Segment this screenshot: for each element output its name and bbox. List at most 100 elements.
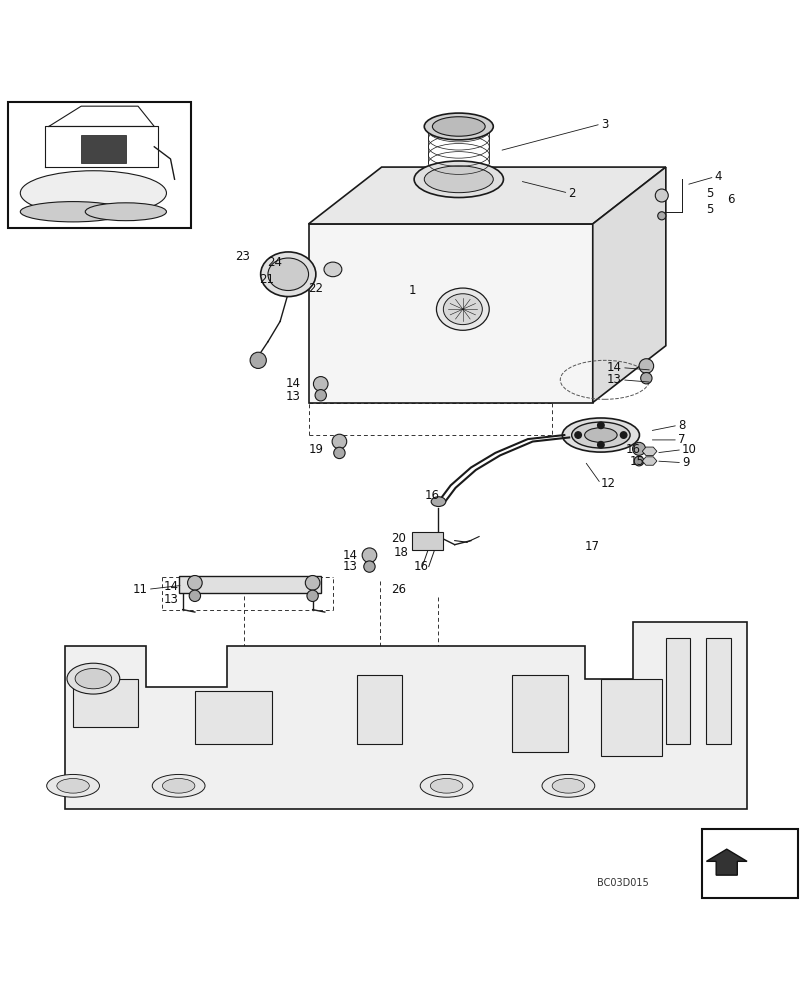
Text: 22: 22 <box>308 282 323 295</box>
Text: 26: 26 <box>391 583 406 596</box>
Circle shape <box>574 432 581 438</box>
Ellipse shape <box>443 294 482 325</box>
Bar <box>81 135 126 163</box>
Bar <box>511 675 568 752</box>
Text: 13: 13 <box>164 593 178 606</box>
Ellipse shape <box>268 258 308 291</box>
Text: 1: 1 <box>408 284 415 297</box>
Text: 20: 20 <box>391 532 406 545</box>
Text: 24: 24 <box>268 256 282 269</box>
Text: 12: 12 <box>600 477 615 490</box>
Circle shape <box>632 442 645 455</box>
Circle shape <box>620 432 626 438</box>
Text: 14: 14 <box>164 580 178 593</box>
Polygon shape <box>706 849 746 875</box>
Circle shape <box>597 442 603 448</box>
Text: 16: 16 <box>624 443 639 456</box>
Text: 4: 4 <box>714 170 721 183</box>
Ellipse shape <box>75 668 112 689</box>
Ellipse shape <box>430 779 462 793</box>
Ellipse shape <box>85 203 166 221</box>
Bar <box>357 675 401 744</box>
Circle shape <box>657 212 665 220</box>
Polygon shape <box>65 622 746 809</box>
Text: BC03D015: BC03D015 <box>596 878 648 888</box>
Text: 5: 5 <box>706 203 713 216</box>
Ellipse shape <box>260 252 315 297</box>
Circle shape <box>305 576 320 590</box>
Text: 8: 8 <box>677 419 684 432</box>
Polygon shape <box>592 167 665 403</box>
Bar <box>665 638 689 744</box>
Circle shape <box>363 561 375 572</box>
Ellipse shape <box>67 663 120 694</box>
Ellipse shape <box>541 774 594 797</box>
Circle shape <box>315 390 326 401</box>
Text: 9: 9 <box>681 456 689 469</box>
Text: 13: 13 <box>607 373 621 386</box>
Ellipse shape <box>431 497 445 506</box>
Bar <box>178 576 320 593</box>
Text: 11: 11 <box>133 583 148 596</box>
Ellipse shape <box>20 202 126 222</box>
Ellipse shape <box>561 418 639 452</box>
Text: 7: 7 <box>677 433 684 446</box>
Ellipse shape <box>20 171 166 215</box>
Bar <box>702 829 797 898</box>
Text: 19: 19 <box>308 443 323 456</box>
Ellipse shape <box>436 288 488 330</box>
Ellipse shape <box>324 262 341 277</box>
Ellipse shape <box>420 774 472 797</box>
Ellipse shape <box>46 774 99 797</box>
Ellipse shape <box>57 779 89 793</box>
Bar <box>73 679 138 727</box>
Text: 6: 6 <box>726 193 733 206</box>
Text: 21: 21 <box>259 273 273 286</box>
Bar <box>600 679 661 756</box>
Text: 14: 14 <box>342 549 357 562</box>
Bar <box>706 638 730 744</box>
Text: 2: 2 <box>568 187 575 200</box>
Circle shape <box>313 377 328 391</box>
Text: 3: 3 <box>600 118 607 131</box>
Ellipse shape <box>584 428 616 442</box>
Text: 16: 16 <box>424 489 439 502</box>
Text: 23: 23 <box>235 250 250 263</box>
Ellipse shape <box>571 422 629 448</box>
Text: 13: 13 <box>285 390 300 403</box>
Bar <box>195 691 272 744</box>
Ellipse shape <box>162 779 195 793</box>
Ellipse shape <box>423 113 492 140</box>
Circle shape <box>638 359 653 373</box>
Text: 14: 14 <box>607 361 621 374</box>
Ellipse shape <box>152 774 204 797</box>
Text: 5: 5 <box>706 187 713 200</box>
Circle shape <box>640 373 651 384</box>
Circle shape <box>332 434 346 449</box>
Polygon shape <box>642 447 656 455</box>
Ellipse shape <box>431 117 484 136</box>
Ellipse shape <box>423 166 492 193</box>
Bar <box>412 532 443 550</box>
Circle shape <box>333 447 345 459</box>
Text: 17: 17 <box>584 540 599 553</box>
Circle shape <box>187 576 202 590</box>
Bar <box>8 102 191 228</box>
Circle shape <box>362 548 376 563</box>
Ellipse shape <box>414 161 503 198</box>
Polygon shape <box>308 167 665 224</box>
Text: 14: 14 <box>285 377 300 390</box>
Text: 13: 13 <box>342 560 357 573</box>
Circle shape <box>654 189 667 202</box>
Polygon shape <box>642 457 656 465</box>
Ellipse shape <box>551 779 584 793</box>
Circle shape <box>250 352 266 368</box>
Circle shape <box>307 590 318 601</box>
Circle shape <box>633 456 643 466</box>
Polygon shape <box>308 224 592 403</box>
Circle shape <box>597 422 603 429</box>
Text: 18: 18 <box>393 546 408 559</box>
Text: 10: 10 <box>681 443 696 456</box>
Circle shape <box>189 590 200 601</box>
Text: 16: 16 <box>414 560 428 573</box>
